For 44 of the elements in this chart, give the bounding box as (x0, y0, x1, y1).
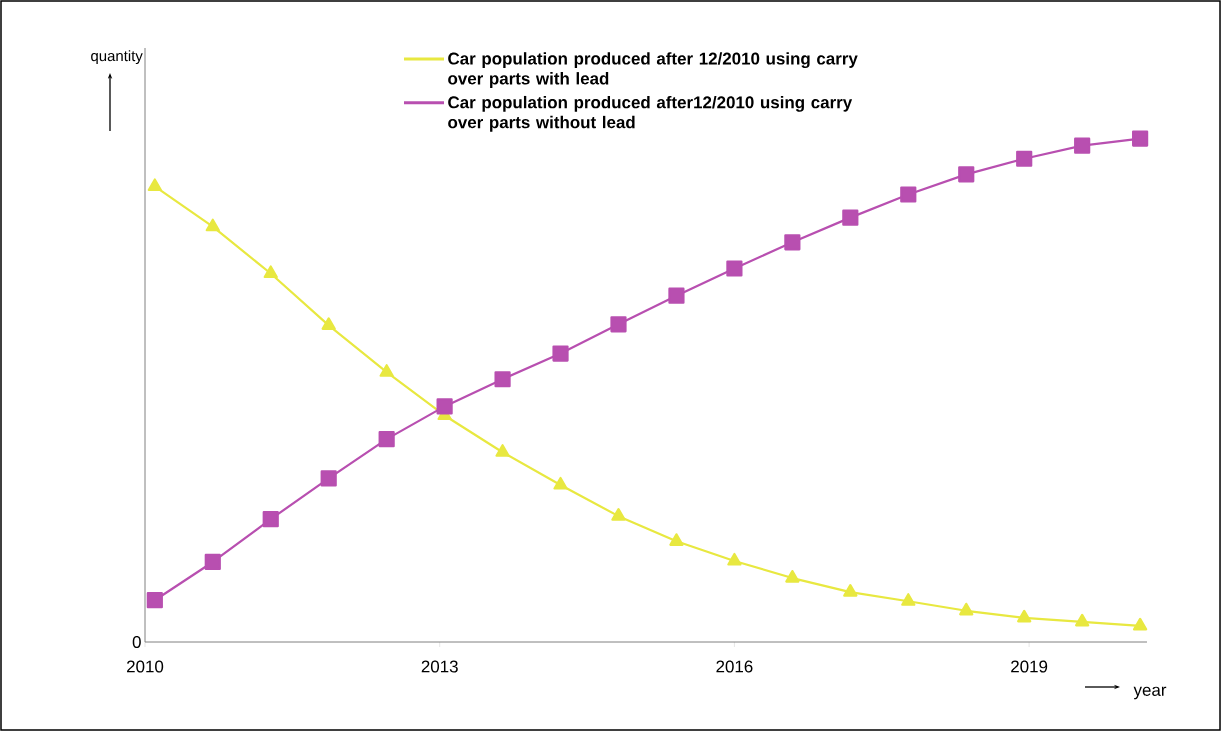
point (495, 444, 510, 457)
point (321, 317, 336, 330)
point (379, 364, 394, 377)
point (959, 602, 974, 616)
point (958, 166, 975, 183)
x-tick-label: 2010 (127, 660, 164, 673)
point (262, 511, 279, 528)
y-axis-title: quantity (91, 50, 143, 65)
point (494, 371, 511, 388)
legend-label: Car population produced after 12/2010 using carry over parts with lead (448, 52, 858, 88)
point (553, 476, 568, 490)
point (785, 569, 800, 583)
point (727, 552, 742, 566)
point (1132, 617, 1148, 631)
point (263, 265, 278, 279)
point (1074, 137, 1091, 154)
point (610, 316, 627, 333)
x-tick-label: 2016 (716, 660, 753, 673)
point (204, 553, 221, 571)
x-tick-label: 2019 (1011, 660, 1048, 673)
point (842, 209, 859, 226)
point (552, 345, 569, 362)
x-axis-title: year (1133, 686, 1167, 700)
point (611, 508, 626, 521)
point (726, 260, 743, 277)
point (900, 186, 917, 203)
x-tick-label: 2013 (421, 660, 458, 673)
point (669, 533, 684, 546)
point (784, 234, 801, 251)
point (147, 178, 162, 192)
point (843, 584, 858, 597)
point (378, 431, 395, 448)
point (1075, 613, 1090, 627)
legend-label: Car population produced after12/2010 using carry over parts without lead (448, 95, 853, 132)
point (1132, 130, 1149, 147)
point (146, 592, 163, 609)
text: 0 (132, 636, 141, 648)
point (205, 218, 220, 232)
point (436, 398, 453, 415)
point (320, 470, 337, 487)
point (668, 287, 685, 304)
point (901, 593, 916, 606)
point (1016, 150, 1033, 167)
point (1017, 609, 1032, 623)
